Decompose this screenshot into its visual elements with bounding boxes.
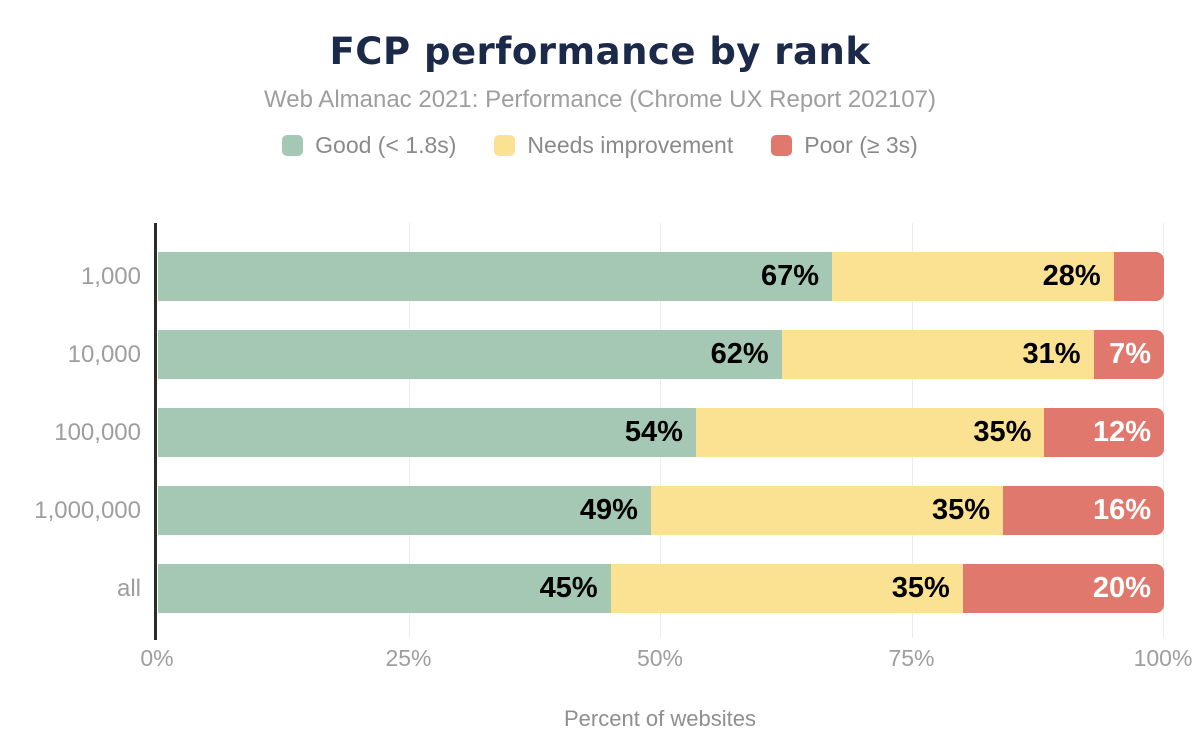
legend-item: Needs improvement [494,132,733,159]
bar-segment[interactable]: 28% [832,252,1114,301]
x-axis-tick-label: 0% [140,645,174,671]
bar-value-label: 54% [624,416,683,448]
x-axis-tick-label: 50% [636,645,684,671]
bar-segment[interactable]: 20% [962,564,1164,613]
y-axis-label: 1,000 [80,263,141,290]
bar-segment[interactable]: 45% [158,564,611,613]
bar-segment[interactable]: 16% [1003,486,1164,535]
bar-segment[interactable]: 35% [695,408,1045,457]
bar-value-label: 12% [1092,416,1151,448]
x-axis-tick-label: 75% [888,645,935,671]
bar-segment[interactable]: 7% [1093,330,1164,379]
legend-swatch [282,135,304,156]
bar-row: 49% 35% 16% [158,486,1164,535]
y-axis-label: 100,000 [54,419,141,446]
plot-area: 67% 28% 62% 31% 7% 54% 35% 12% 49% 35% 16% 45% 35% 20… [140,223,1192,671]
bar-value-label: 35% [931,494,991,526]
chart-subtitle: Web Almanac 2021: Performance (Chrome UX… [264,86,936,113]
y-axis-label: all [116,575,141,602]
bar-value-label: 31% [1022,338,1081,370]
bar-segment[interactable]: 31% [781,330,1094,379]
y-axis-label: 10,000 [67,341,141,368]
legend: Good (< 1.8s) Needs improvement Poor (≥ 3s… [0,132,1200,159]
legend-label: Good (< 1.8s) [315,132,457,158]
bar-segment[interactable]: 49% [158,486,651,535]
legend-item: Good (< 1.8s) [282,132,456,159]
bar-value-label: 49% [579,494,638,526]
x-axis-tick-label: 100% [1133,645,1193,671]
y-axis-line [154,223,157,640]
bar-value-label: 35% [973,416,1032,448]
bar-value-label: 16% [1092,494,1151,526]
bar-row: 62% 31% 7% [158,330,1164,379]
bar-segment[interactable]: 62% [158,330,782,379]
bar-row: 45% 35% 20% [158,564,1164,613]
legend-label: Poor (≥ 3s) [804,132,918,158]
legend-swatch [771,135,793,156]
x-axis-tick-label: 25% [385,645,432,671]
bar-value-label: 28% [1042,260,1101,292]
bar-segment[interactable]: 35% [610,564,963,613]
bar-value-label: 62% [710,338,769,370]
bar-segment[interactable]: 12% [1044,408,1164,457]
bar-value-label: 67% [760,260,820,292]
chart-title: FCP performance by rank [329,30,871,73]
bar-row: 67% 28% [158,252,1164,301]
bar-value-label: 45% [539,572,598,604]
bar-segment[interactable]: 35% [650,486,1004,535]
x-axis-title: Percent of websites [564,706,756,731]
bar-segment[interactable] [1113,252,1164,301]
bar-segment[interactable]: 67% [158,252,833,301]
bar-value-label: 20% [1092,572,1151,604]
legend-item: Poor (≥ 3s) [771,132,918,159]
legend-swatch [494,135,516,156]
bar-segment[interactable]: 54% [158,408,696,457]
legend-label: Needs improvement [527,132,734,158]
bar-row: 54% 35% 12% [158,408,1164,457]
bar-value-label: 35% [891,572,950,604]
bar-value-label: 7% [1109,338,1151,370]
y-axis-label: 1,000,000 [34,497,141,524]
